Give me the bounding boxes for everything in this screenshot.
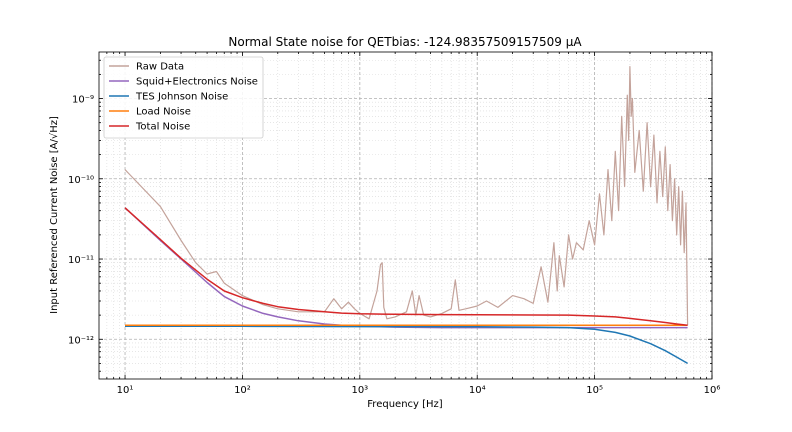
x-tick-label: 10⁶: [704, 385, 721, 396]
series-total-noise-line: [124, 207, 688, 326]
chart-title: Normal State noise for QETbias: -124.983…: [228, 35, 582, 49]
y-tick-label: 10⁻¹²: [68, 335, 94, 346]
x-tick-label: 10⁴: [469, 385, 486, 396]
x-tick-label: 10¹: [117, 385, 134, 396]
plot-frame: [98, 51, 713, 380]
y-tick-label: 10⁻¹⁰: [68, 175, 94, 186]
legend-label-load-noise: Load Noise: [136, 107, 191, 118]
legend-box: [103, 56, 264, 139]
legend-label-tes-johnson-noise: TES Johnson Noise: [135, 92, 228, 103]
x-axis-label: Frequency [Hz]: [367, 399, 443, 410]
series-tes-johnson-noise-line: [125, 325, 688, 365]
legend-label-raw-data: Raw Data: [136, 62, 184, 73]
x-tick-label: 10⁵: [586, 385, 603, 396]
x-tick-label: 10²: [234, 385, 251, 396]
legend-label-total-noise: Total Noise: [135, 122, 190, 133]
legend: Raw Data Squid+Electronics Noise TES Johns…: [103, 56, 264, 139]
y-tick-label: 10⁻¹¹: [68, 255, 94, 266]
series-raw-data-line: [124, 65, 689, 326]
x-tick-label: 10³: [351, 385, 368, 396]
y-tick-label: 10⁻⁹: [72, 95, 94, 106]
legend-label-squid-electronics-noise: Squid+Electronics Noise: [136, 77, 258, 88]
series-layer: [124, 65, 689, 365]
y-axis-label: Input Referenced Current Noise [A/√Hz]: [49, 116, 60, 314]
axis-ticks: 10¹ 10² 10³ 10⁴ 10⁵ 10⁶ 10⁻¹² 10⁻¹¹ 10⁻¹⁰ 10⁻⁹: [68, 52, 720, 396]
